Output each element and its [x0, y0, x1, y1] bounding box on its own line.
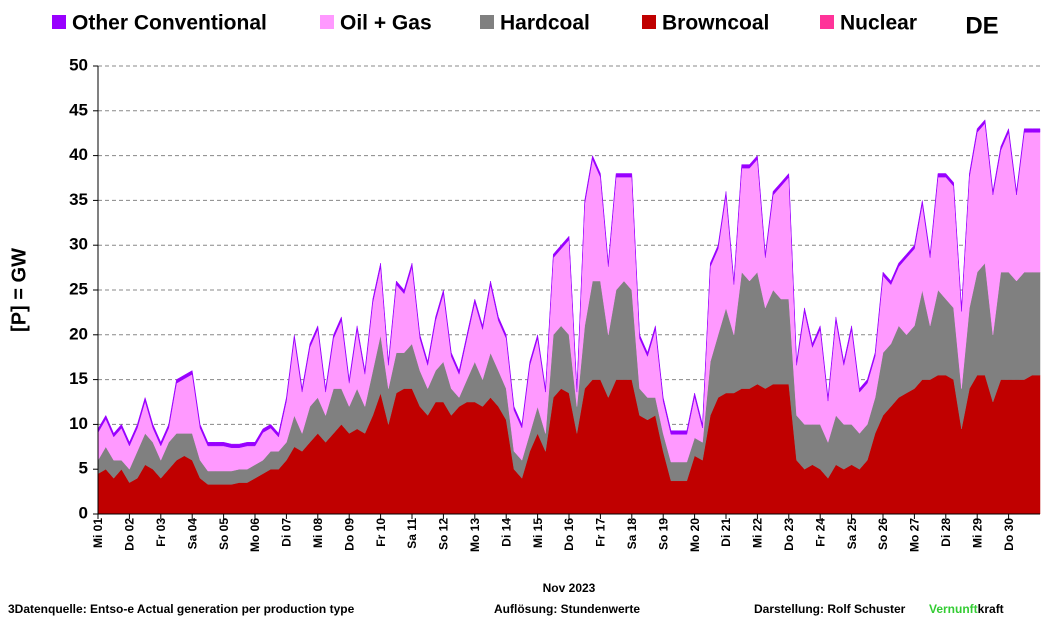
- x-tick-label: Di 21: [719, 518, 733, 547]
- x-tick-label: Sa 18: [625, 518, 639, 550]
- x-tick-label: Do 02: [123, 518, 137, 551]
- x-tick-label: Mi 22: [751, 518, 765, 548]
- x-tick-label: Di 28: [939, 518, 953, 547]
- x-tick-label: Sa 04: [185, 518, 199, 550]
- footer-author: Darstellung: Rolf Schuster: [754, 602, 906, 616]
- y-tick-label: 5: [79, 459, 88, 478]
- x-tick-label: So 26: [876, 518, 890, 550]
- legend-label: Other Conventional: [72, 12, 267, 35]
- x-axis-label: Nov 2023: [543, 581, 596, 595]
- footer-brand: Vernunftkraft: [929, 602, 1004, 616]
- x-tick-label: Do 23: [782, 518, 796, 551]
- x-tick-label: Mi 01: [91, 518, 105, 548]
- legend-swatch: [480, 15, 494, 29]
- x-tick-label: Mo 20: [688, 518, 702, 552]
- legend-label: Browncoal: [662, 12, 769, 35]
- x-tick-label: Mi 15: [531, 518, 545, 548]
- x-tick-label: So 19: [656, 518, 670, 550]
- brand-b: kraft: [978, 602, 1004, 616]
- legend-swatch: [642, 15, 656, 29]
- y-tick-label: 0: [79, 503, 88, 522]
- x-tick-label: Mo 13: [468, 518, 482, 552]
- y-tick-label: 40: [69, 145, 88, 164]
- y-tick-label: 15: [69, 369, 88, 388]
- x-tick-label: So 12: [437, 518, 451, 550]
- legend-swatch: [820, 15, 834, 29]
- x-tick-label: Mo 06: [248, 518, 262, 552]
- x-tick-label: Sa 11: [405, 518, 419, 549]
- x-tick-label: Mi 08: [311, 518, 325, 548]
- legend-swatch: [52, 15, 66, 29]
- x-tick-label: Di 14: [499, 518, 513, 547]
- x-tick-label: Mi 29: [970, 518, 984, 548]
- legend-label: Oil + Gas: [340, 12, 432, 35]
- brand-a: Vernunft: [929, 602, 978, 616]
- x-tick-label: Fr 03: [154, 518, 168, 547]
- y-tick-label: 35: [69, 190, 88, 209]
- x-tick-label: Fr 24: [813, 518, 827, 547]
- legend-swatch: [320, 15, 334, 29]
- x-tick-label: Do 16: [562, 518, 576, 551]
- y-tick-label: 25: [69, 279, 88, 298]
- legend-label: Hardcoal: [500, 12, 590, 35]
- y-tick-label: 10: [69, 414, 88, 433]
- y-tick-label: 45: [69, 100, 88, 119]
- footer-resolution: Auflösung: Stundenwerte: [494, 602, 640, 616]
- x-tick-label: Fr 17: [594, 518, 608, 547]
- badge: DE: [965, 12, 998, 39]
- x-tick-label: Do 30: [1002, 518, 1016, 551]
- x-tick-label: So 05: [217, 518, 231, 550]
- x-tick-label: Fr 10: [374, 518, 388, 547]
- x-tick-label: Do 09: [342, 518, 356, 551]
- x-tick-label: Sa 25: [845, 518, 859, 550]
- area: [97, 119, 1041, 448]
- legend-label: Nuclear: [840, 12, 917, 35]
- x-tick-label: Mo 27: [908, 518, 922, 552]
- y-tick-label: 20: [69, 324, 88, 343]
- x-tick-label: Di 07: [280, 518, 294, 547]
- y-tick-label: 50: [69, 55, 88, 74]
- footer-source: 3Datenquelle: Entso-e Actual generation …: [8, 602, 355, 616]
- y-axis-label: [P] = GW: [8, 248, 30, 332]
- y-tick-label: 30: [69, 235, 88, 254]
